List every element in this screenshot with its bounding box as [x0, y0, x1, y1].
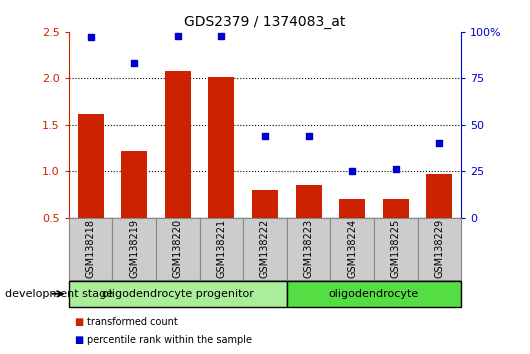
Point [174, 33, 182, 39]
FancyBboxPatch shape [112, 218, 156, 280]
FancyBboxPatch shape [69, 280, 287, 307]
Text: GSM138222: GSM138222 [260, 219, 270, 278]
Bar [121, 151, 147, 218]
FancyBboxPatch shape [243, 218, 287, 280]
Text: GSM138219: GSM138219 [129, 219, 139, 278]
FancyBboxPatch shape [287, 280, 461, 307]
Bar [252, 190, 278, 218]
Point [130, 61, 138, 66]
Text: ■: ■ [74, 335, 83, 345]
Bar [77, 114, 104, 218]
Point [392, 167, 400, 172]
Bar [208, 78, 234, 218]
FancyBboxPatch shape [69, 218, 112, 280]
FancyBboxPatch shape [156, 218, 200, 280]
Text: GSM138229: GSM138229 [434, 219, 444, 278]
Text: GSM138224: GSM138224 [347, 219, 357, 278]
FancyBboxPatch shape [374, 218, 418, 280]
Text: GSM138220: GSM138220 [173, 219, 183, 278]
Point [435, 141, 444, 146]
Bar [339, 199, 365, 218]
Text: oligodendrocyte: oligodendrocyte [329, 289, 419, 299]
Point [304, 133, 313, 139]
Title: GDS2379 / 1374083_at: GDS2379 / 1374083_at [184, 16, 346, 29]
FancyBboxPatch shape [200, 218, 243, 280]
Text: ■: ■ [74, 317, 83, 327]
Point [86, 35, 95, 40]
Bar [165, 71, 191, 218]
Text: transformed count: transformed count [87, 317, 178, 327]
Bar [426, 174, 453, 218]
Text: percentile rank within the sample: percentile rank within the sample [87, 335, 252, 345]
Text: GSM138223: GSM138223 [304, 219, 314, 278]
Text: oligodendrocyte progenitor: oligodendrocyte progenitor [102, 289, 254, 299]
Bar [296, 185, 322, 218]
Point [217, 33, 226, 39]
Point [261, 133, 269, 139]
Text: GSM138221: GSM138221 [216, 219, 226, 278]
FancyBboxPatch shape [418, 218, 461, 280]
FancyBboxPatch shape [330, 218, 374, 280]
Point [348, 169, 356, 174]
FancyBboxPatch shape [287, 218, 330, 280]
Text: GSM138218: GSM138218 [86, 219, 96, 278]
Text: GSM138225: GSM138225 [391, 219, 401, 278]
Bar [383, 199, 409, 218]
Text: development stage: development stage [5, 289, 113, 299]
